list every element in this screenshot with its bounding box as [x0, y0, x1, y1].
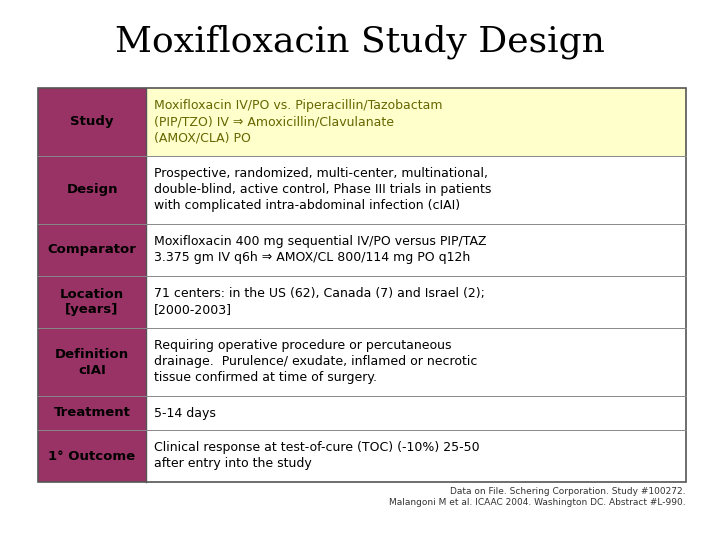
- Text: Design: Design: [66, 184, 118, 197]
- Text: Location
[years]: Location [years]: [60, 287, 124, 316]
- Text: Prospective, randomized, multi-center, multinational,
double-blind, active contr: Prospective, randomized, multi-center, m…: [154, 167, 491, 213]
- Text: Treatment: Treatment: [53, 407, 130, 420]
- Bar: [146, 156, 686, 224]
- Bar: [146, 276, 686, 328]
- Bar: [146, 430, 686, 482]
- Text: 1° Outcome: 1° Outcome: [48, 449, 135, 462]
- Text: Comparator: Comparator: [48, 244, 136, 256]
- Text: Clinical response at test-of-cure (TOC) (-10%) 25-50
after entry into the study: Clinical response at test-of-cure (TOC) …: [154, 442, 480, 470]
- Text: Malangoni M et al. ICAAC 2004. Washington DC. Abstract #L-990.: Malangoni M et al. ICAAC 2004. Washingto…: [390, 498, 686, 507]
- Bar: [146, 88, 686, 156]
- Text: Definition
cIAI: Definition cIAI: [55, 348, 129, 376]
- Text: Requiring operative procedure or percutaneous
drainage.  Purulence/ exudate, inf: Requiring operative procedure or percuta…: [154, 340, 477, 384]
- Bar: [146, 224, 686, 276]
- Text: Moxifloxacin Study Design: Moxifloxacin Study Design: [115, 25, 605, 59]
- Bar: [38, 396, 146, 430]
- Text: Study: Study: [71, 116, 114, 129]
- Text: 71 centers: in the US (62), Canada (7) and Israel (2);
[2000-2003]: 71 centers: in the US (62), Canada (7) a…: [154, 287, 485, 316]
- Bar: [38, 88, 686, 482]
- Bar: [38, 224, 146, 276]
- Bar: [38, 88, 146, 156]
- Bar: [146, 396, 686, 430]
- Text: Data on File. Schering Corporation. Study #100272.: Data on File. Schering Corporation. Stud…: [451, 487, 686, 496]
- Text: 5-14 days: 5-14 days: [154, 407, 216, 420]
- Bar: [38, 276, 146, 328]
- Text: Moxifloxacin 400 mg sequential IV/PO versus PIP/TAZ
3.375 gm IV q6h ⇒ AMOX/CL 80: Moxifloxacin 400 mg sequential IV/PO ver…: [154, 235, 487, 265]
- Text: Moxifloxacin IV/PO vs. Piperacillin/Tazobactam
(PIP/TZO) IV ⇒ Amoxicillin/Clavul: Moxifloxacin IV/PO vs. Piperacillin/Tazo…: [154, 99, 443, 145]
- Bar: [146, 328, 686, 396]
- Bar: [38, 156, 146, 224]
- Bar: [38, 328, 146, 396]
- Bar: [38, 430, 146, 482]
